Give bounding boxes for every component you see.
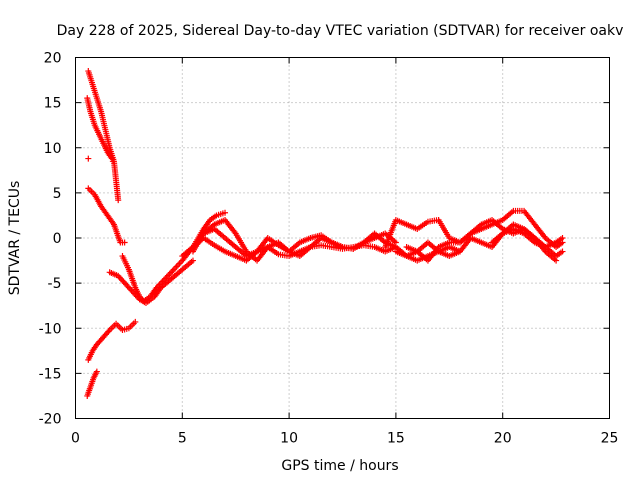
y-tick-label: 0 [53, 231, 62, 247]
data-point [222, 209, 229, 216]
data-point [189, 257, 196, 264]
data-point [109, 158, 116, 165]
y-tick-label: -5 [48, 276, 62, 292]
grid [75, 57, 610, 419]
x-tick-label: 5 [178, 431, 187, 447]
series-arc-11 [200, 216, 399, 264]
series-arc-2 [84, 95, 116, 165]
data-point [559, 248, 566, 255]
data-point [115, 197, 122, 204]
series-arc-8 [84, 368, 100, 399]
series-arc-4 [85, 185, 128, 246]
y-tick-label: 20 [44, 51, 62, 67]
y-tick-label: 15 [44, 96, 62, 112]
data-point [121, 239, 128, 246]
x-tick-label: 15 [387, 431, 405, 447]
y-tick-labels: 20 15 10 5 0 -5 -10 -15 -20 [39, 51, 62, 428]
x-tick-label: 10 [280, 431, 298, 447]
y-tick-label: 5 [53, 186, 62, 202]
data-marks [84, 68, 566, 399]
data-point [392, 239, 399, 246]
x-tick-label: 20 [494, 431, 512, 447]
series-arc-3 [85, 155, 92, 162]
y-tick-label: -20 [39, 412, 62, 428]
y-axis-label: SDTVAR / TECUs [7, 181, 23, 296]
x-tick-label: 25 [601, 431, 619, 447]
x-tick-label: 0 [71, 431, 80, 447]
data-point [85, 155, 92, 162]
data-point [108, 155, 115, 162]
data-point [559, 235, 566, 241]
series-arc-1 [85, 68, 122, 204]
series-arc-6 [106, 257, 196, 306]
x-tick-labels: 0 5 10 15 20 25 [71, 431, 618, 447]
y-tick-label: -10 [39, 321, 62, 337]
series-arc-15 [489, 225, 566, 251]
y-tick-label: 10 [44, 141, 62, 157]
x-axis-label: GPS time / hours [281, 458, 398, 474]
y-tick-label: -15 [39, 366, 62, 382]
data-point [553, 257, 560, 264]
series-arc-12 [382, 207, 566, 251]
series-arc-7 [85, 318, 139, 363]
plot-frame [75, 57, 610, 419]
data-point [132, 318, 139, 325]
data-point [93, 368, 100, 375]
chart-title: Day 228 of 2025, Sidereal Day-to-day VTE… [57, 23, 624, 39]
